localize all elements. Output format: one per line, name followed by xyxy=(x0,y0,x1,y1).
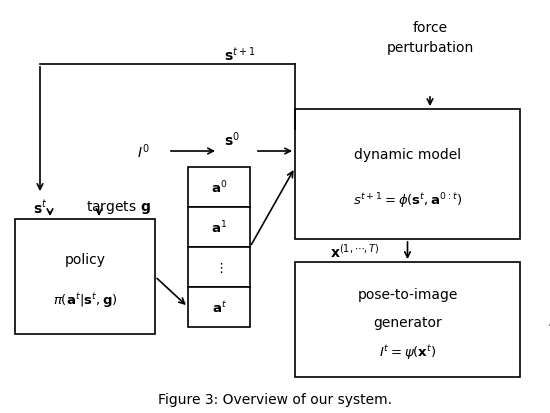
Text: $I^{1:T}$: $I^{1:T}$ xyxy=(548,311,550,330)
Text: $\mathbf{x}^{(1,\cdots,T)}$: $\mathbf{x}^{(1,\cdots,T)}$ xyxy=(330,242,380,260)
Text: $I^t = \psi(\mathbf{x}^t)$: $I^t = \psi(\mathbf{x}^t)$ xyxy=(379,342,436,361)
Text: $\mathbf{a}^0$: $\mathbf{a}^0$ xyxy=(211,179,227,196)
Text: generator: generator xyxy=(373,315,442,329)
Text: perturbation: perturbation xyxy=(386,41,474,55)
Bar xyxy=(188,207,250,247)
Text: $\mathbf{s}^0$: $\mathbf{s}^0$ xyxy=(224,131,240,149)
Bar xyxy=(188,168,250,207)
Text: $I^0$: $I^0$ xyxy=(137,142,149,161)
Text: $\mathbf{s}^{t+1}$: $\mathbf{s}^{t+1}$ xyxy=(224,45,256,64)
Text: force: force xyxy=(412,21,448,35)
Text: pose-to-image: pose-to-image xyxy=(358,287,458,301)
Bar xyxy=(188,247,250,287)
Text: $\mathbf{s}^t$: $\mathbf{s}^t$ xyxy=(33,199,47,216)
Text: targets $\mathbf{g}$: targets $\mathbf{g}$ xyxy=(86,199,150,216)
Text: $\vdots$: $\vdots$ xyxy=(214,260,224,274)
Bar xyxy=(295,110,520,240)
Text: $\mathbf{a}^1$: $\mathbf{a}^1$ xyxy=(211,219,227,236)
Text: $\mathbf{a}^t$: $\mathbf{a}^t$ xyxy=(212,299,227,315)
Text: $\pi(\mathbf{a}^t|\mathbf{s}^t, \mathbf{g})$: $\pi(\mathbf{a}^t|\mathbf{s}^t, \mathbf{… xyxy=(53,290,118,309)
Text: $s^{t+1} = \phi(\mathbf{s}^t, \mathbf{a}^{0:t})$: $s^{t+1} = \phi(\mathbf{s}^t, \mathbf{a}… xyxy=(353,191,462,210)
Text: Figure 3: Overview of our system.: Figure 3: Overview of our system. xyxy=(158,392,392,406)
Bar xyxy=(15,219,155,334)
Bar xyxy=(188,287,250,327)
Text: dynamic model: dynamic model xyxy=(354,148,461,162)
Text: policy: policy xyxy=(64,253,106,267)
Bar xyxy=(295,262,520,377)
